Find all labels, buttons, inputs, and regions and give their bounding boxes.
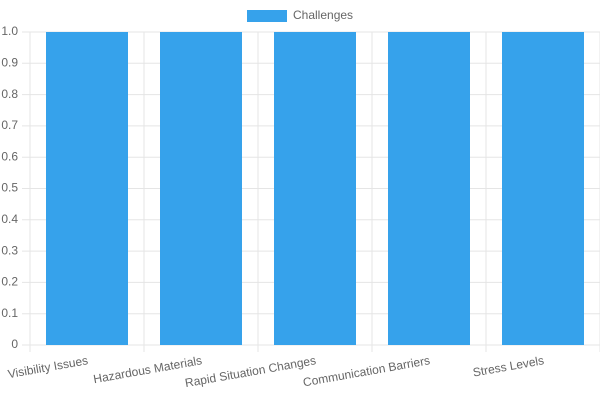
legend-swatch bbox=[247, 10, 287, 22]
x-tick-label: Visibility Issues bbox=[7, 353, 89, 381]
x-tick-label: Rapid Situation Changes bbox=[184, 353, 317, 390]
y-tick-label: 0.5 bbox=[1, 181, 18, 195]
bar bbox=[46, 32, 128, 345]
y-tick-label: 0.9 bbox=[1, 55, 18, 69]
x-tick-label: Communication Barriers bbox=[302, 353, 431, 389]
y-tick-label: 0.6 bbox=[1, 149, 18, 163]
y-tick-label: 1.0 bbox=[1, 24, 18, 38]
y-tick-label: 0.8 bbox=[1, 87, 18, 101]
bar bbox=[160, 32, 242, 345]
y-tick-label: 0.4 bbox=[1, 212, 18, 226]
x-tick-label: Stress Levels bbox=[472, 353, 545, 379]
y-tick-label: 0.3 bbox=[1, 243, 18, 257]
y-tick-label: 0.1 bbox=[1, 306, 18, 320]
bar bbox=[388, 32, 470, 345]
bar bbox=[502, 32, 584, 345]
legend-label: Challenges bbox=[293, 8, 353, 22]
y-tick-label: 0.7 bbox=[1, 118, 18, 132]
y-tick-label: 0.2 bbox=[1, 275, 18, 289]
bar bbox=[274, 32, 356, 345]
y-tick-label: 0 bbox=[11, 337, 18, 351]
